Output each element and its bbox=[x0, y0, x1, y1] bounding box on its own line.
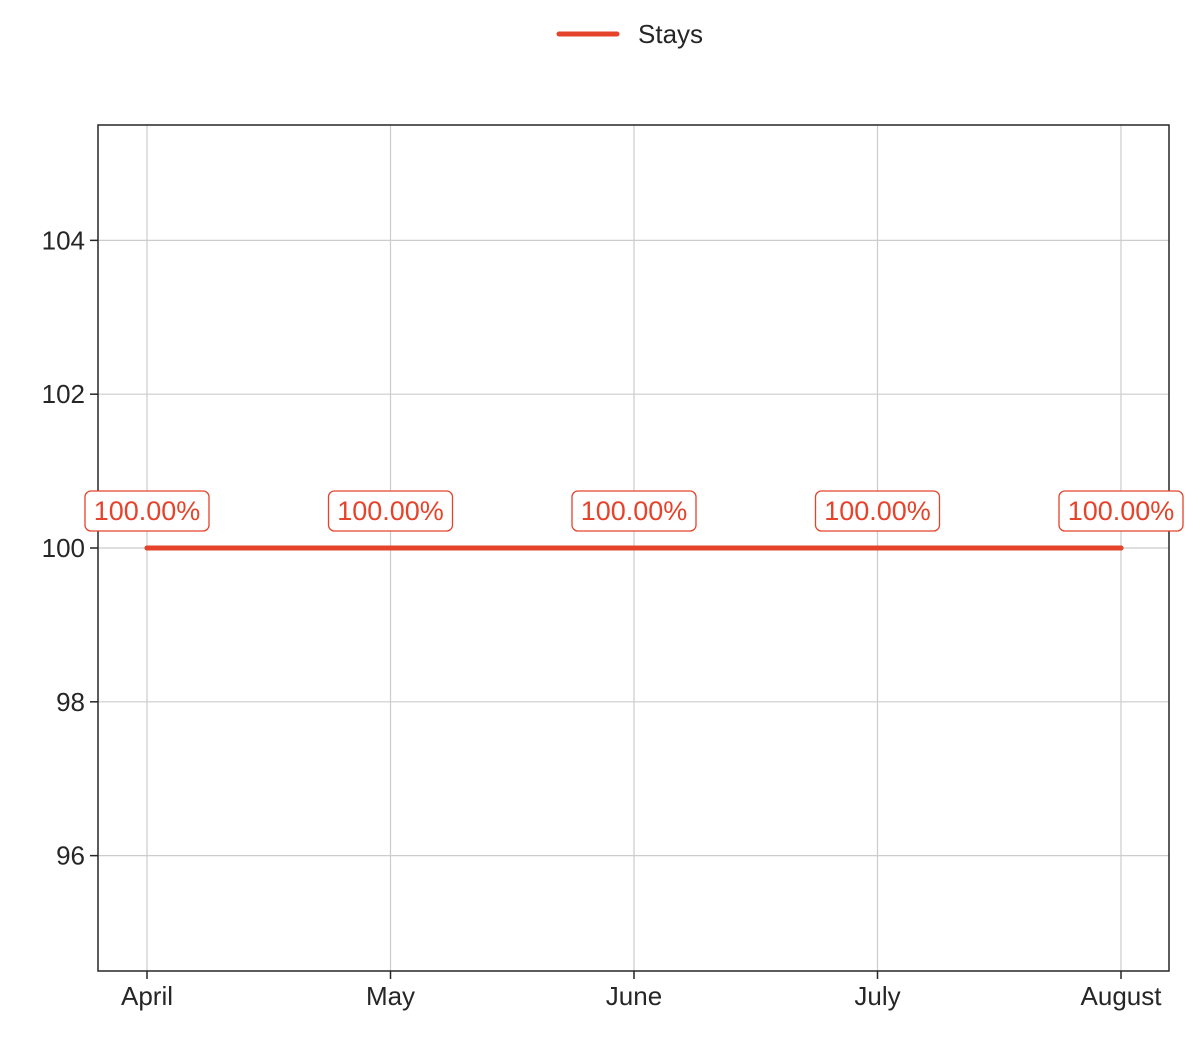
y-tick-label-96: 96 bbox=[56, 841, 85, 871]
data-label-may: 100.00% bbox=[337, 496, 444, 526]
data-label-box-august bbox=[1058, 490, 1184, 532]
data-point-may bbox=[388, 545, 393, 551]
legend: Stays bbox=[556, 19, 703, 49]
series-layer bbox=[144, 545, 1124, 551]
x-tick-label-june: June bbox=[606, 981, 662, 1011]
data-label-june: 100.00% bbox=[581, 496, 688, 526]
data-label-april: 100.00% bbox=[94, 496, 201, 526]
data-label-august: 100.00% bbox=[1068, 496, 1175, 526]
x-tick-label-august: August bbox=[1081, 981, 1163, 1011]
data-point-july bbox=[875, 545, 880, 551]
data-point-june bbox=[631, 545, 637, 551]
axis-ticks: April May June July August 96 98 100 102 104 bbox=[42, 225, 1163, 1011]
data-label-box-april bbox=[84, 490, 210, 532]
x-tick-label-april: April bbox=[121, 981, 173, 1011]
y-tick-label-100: 100 bbox=[42, 533, 85, 563]
data-label-box-may bbox=[327, 490, 454, 532]
data-labels: 100.00% 100.00% 100.00% 100.00% 100.00% bbox=[84, 490, 1184, 532]
x-tick-label-may: May bbox=[366, 981, 415, 1011]
x-tick-label-july: July bbox=[854, 981, 900, 1011]
y-tick-label-104: 104 bbox=[42, 225, 85, 255]
data-label-july: 100.00% bbox=[824, 496, 931, 526]
legend-label-stays: Stays bbox=[638, 19, 703, 49]
y-tick-label-98: 98 bbox=[56, 687, 85, 717]
data-label-box-july bbox=[814, 490, 941, 532]
data-label-box-june bbox=[571, 490, 697, 532]
data-point-august bbox=[1118, 545, 1124, 551]
data-point-april bbox=[144, 545, 150, 551]
y-tick-label-102: 102 bbox=[42, 379, 85, 409]
